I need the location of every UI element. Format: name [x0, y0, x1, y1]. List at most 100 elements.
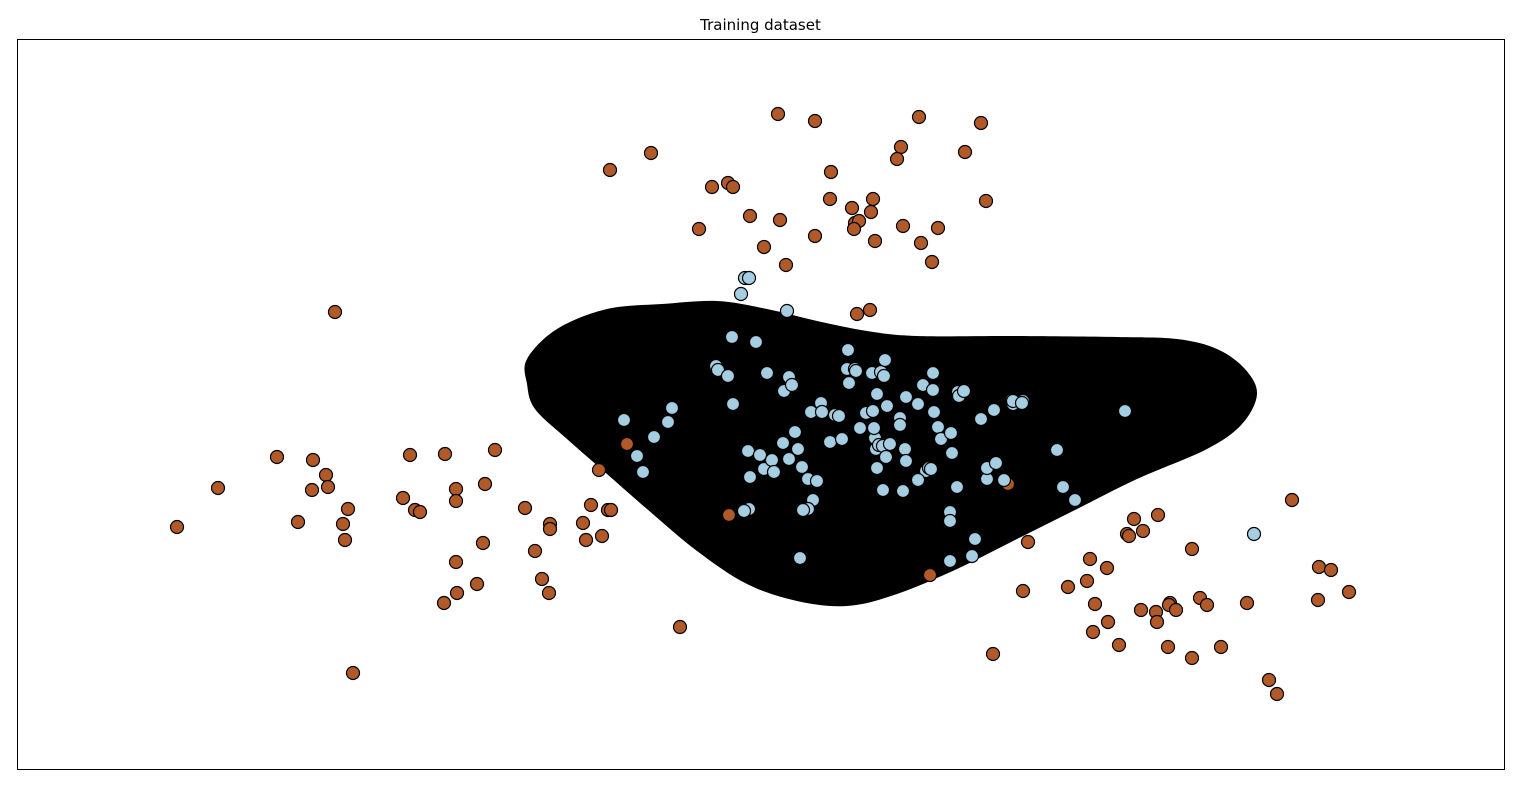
data-point-class-0	[304, 482, 320, 498]
data-point-class-1	[822, 434, 838, 450]
data-point-class-0	[756, 239, 772, 255]
data-point-class-1	[725, 396, 741, 412]
data-point-class-1	[784, 377, 800, 393]
data-point-class-0	[534, 571, 550, 587]
data-point-class-1	[942, 513, 958, 529]
data-point-class-1	[878, 449, 894, 465]
data-point-class-1	[925, 365, 941, 381]
data-point-class-0	[1269, 686, 1285, 702]
data-point-class-0	[889, 151, 905, 167]
data-point-class-0	[1099, 560, 1115, 576]
data-point-class-0	[1160, 639, 1176, 655]
data-point-class-0	[269, 449, 285, 465]
data-point-class-1	[973, 411, 989, 427]
data-point-class-1	[942, 553, 958, 569]
data-point-class-0	[1111, 637, 1127, 653]
data-point-class-1	[660, 414, 676, 430]
data-point-class-0	[436, 595, 452, 611]
data-point-class-1	[779, 303, 795, 319]
data-point-class-1	[949, 479, 965, 495]
data-point-class-1	[1246, 526, 1262, 542]
data-point-class-0	[305, 452, 321, 468]
data-point-class-0	[345, 665, 361, 681]
data-point-class-1	[814, 404, 830, 420]
data-point-class-1	[736, 503, 752, 519]
data-point-class-0	[922, 567, 938, 583]
data-point-class-1	[775, 435, 791, 451]
data-point-class-0	[448, 554, 464, 570]
data-point-class-1	[898, 453, 914, 469]
data-point-class-0	[1087, 596, 1103, 612]
data-point-class-0	[691, 221, 707, 237]
data-point-class-0	[846, 221, 862, 237]
data-point-class-1	[664, 400, 680, 416]
data-point-class-1	[809, 473, 825, 489]
data-point-class-0	[517, 500, 533, 516]
data-point-class-0	[575, 515, 591, 531]
data-point-class-0	[978, 193, 994, 209]
data-point-class-0	[1284, 492, 1300, 508]
data-point-class-0	[807, 228, 823, 244]
data-point-class-0	[704, 179, 720, 195]
data-point-class-1	[875, 482, 891, 498]
data-point-class-1	[787, 424, 803, 440]
data-point-class-1	[925, 382, 941, 398]
data-point-class-0	[1079, 573, 1095, 589]
data-point-class-1	[740, 443, 756, 459]
data-point-class-0	[340, 501, 356, 517]
data-point-class-0	[742, 208, 758, 224]
data-point-class-0	[327, 304, 343, 320]
data-point-class-1	[869, 460, 885, 476]
data-point-class-0	[448, 493, 464, 509]
data-point-class-0	[1168, 602, 1184, 618]
data-point-class-1	[733, 286, 749, 302]
data-point-class-1	[790, 441, 806, 457]
data-point-class-0	[973, 115, 989, 131]
data-point-class-0	[527, 543, 543, 559]
data-point-class-1	[635, 464, 651, 480]
data-point-class-0	[778, 257, 794, 273]
data-point-class-0	[807, 113, 823, 129]
data-point-class-1	[943, 425, 959, 441]
data-point-class-1	[629, 448, 645, 464]
data-point-class-0	[865, 191, 881, 207]
data-point-class-1	[852, 420, 868, 436]
data-point-class-0	[672, 619, 688, 635]
data-point-class-0	[772, 212, 788, 228]
data-point-class-0	[1239, 595, 1255, 611]
data-point-class-1	[964, 548, 980, 564]
data-point-class-1	[1049, 442, 1065, 458]
data-point-class-0	[867, 233, 883, 249]
data-point-class-1	[898, 389, 914, 405]
data-point-class-0	[930, 220, 946, 236]
data-point-class-0	[619, 436, 635, 452]
data-point-class-1	[877, 352, 893, 368]
data-point-class-0	[583, 497, 599, 513]
data-point-class-0	[318, 467, 334, 483]
plot-frame	[17, 39, 1505, 770]
data-point-class-1	[834, 431, 850, 447]
data-point-class-0	[402, 447, 418, 463]
data-point-class-1	[988, 455, 1004, 471]
data-point-class-1	[646, 429, 662, 445]
data-point-class-1	[892, 417, 908, 433]
data-point-class-0	[469, 576, 485, 592]
data-point-class-1	[752, 447, 768, 463]
data-point-class-0	[1261, 672, 1277, 688]
data-point-class-0	[290, 514, 306, 530]
data-point-class-1	[795, 502, 811, 518]
data-point-class-0	[169, 519, 185, 535]
data-point-class-1	[841, 375, 857, 391]
data-point-class-0	[1150, 507, 1166, 523]
data-point-class-0	[591, 462, 607, 478]
data-point-class-1	[741, 270, 757, 286]
data-point-class-1	[759, 365, 775, 381]
data-point-class-0	[1199, 597, 1215, 613]
data-point-class-0	[911, 109, 927, 125]
data-point-class-0	[448, 481, 464, 497]
data-point-class-1	[724, 329, 740, 345]
data-point-class-1	[897, 441, 913, 457]
data-point-class-1	[748, 334, 764, 350]
data-point-class-0	[924, 254, 940, 270]
data-point-class-1	[1117, 403, 1133, 419]
